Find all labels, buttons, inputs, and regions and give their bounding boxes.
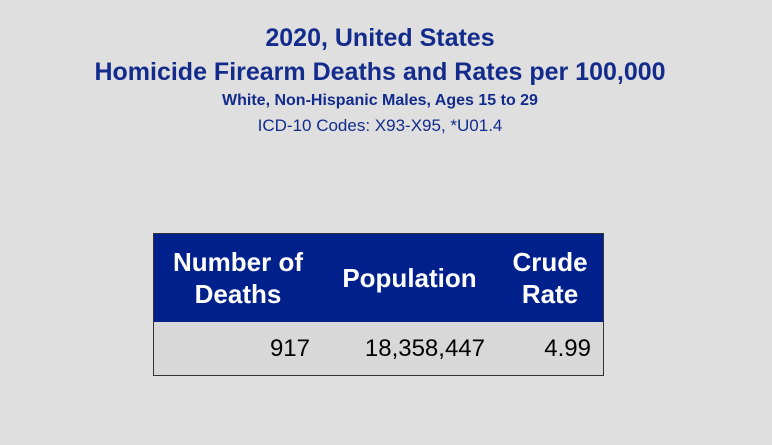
header-row: Number of Deaths Population Crude Rate: [153, 233, 604, 322]
results-table: Number of Deaths Population Crude Rate 9…: [153, 233, 604, 376]
population-group: White, Non-Hispanic Males, Ages 15 to 29: [222, 92, 538, 109]
data-row: 917 18,358,447 4.99: [153, 322, 604, 376]
column-header: Population: [322, 233, 497, 322]
column-header: Number of Deaths: [153, 233, 322, 322]
title: 2020, United States: [265, 24, 495, 52]
cell: 4.99: [497, 322, 604, 376]
codes: ICD-10 Codes: X93-X95, *U01.4: [257, 116, 503, 135]
cell: 18,358,447: [322, 322, 497, 376]
table-head: Number of Deaths Population Crude Rate: [153, 233, 604, 322]
column-header: Crude Rate: [497, 233, 604, 322]
cell: 917: [153, 322, 322, 376]
subtitle: Homicide Firearm Deaths and Rates per 10…: [94, 58, 666, 86]
table-body: 917 18,358,447 4.99: [153, 322, 604, 376]
